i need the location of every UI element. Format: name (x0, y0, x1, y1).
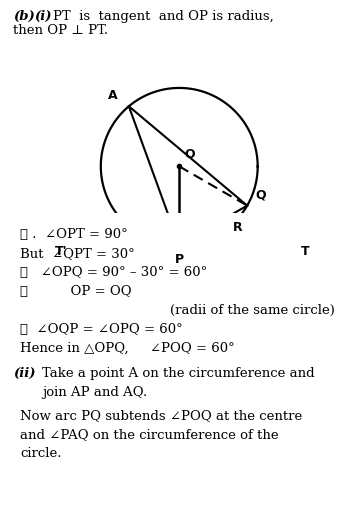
Text: ∴   ∠OPQ = 90° – 30° = 60°: ∴ ∠OPQ = 90° – 30° = 60° (20, 266, 207, 279)
Text: (ii): (ii) (13, 367, 36, 380)
Text: ∴          OP = OQ: ∴ OP = OQ (20, 285, 132, 298)
Text: T: T (300, 245, 309, 258)
Text: (radii of the same circle): (radii of the same circle) (170, 304, 335, 317)
Text: join AP and AQ.: join AP and AQ. (42, 386, 147, 399)
Text: O: O (185, 148, 195, 161)
Text: then OP ⊥ PT.: then OP ⊥ PT. (13, 24, 108, 37)
Text: But  ∠QPT = 30°: But ∠QPT = 30° (20, 247, 135, 260)
Text: A: A (108, 90, 118, 102)
Text: Now arc PQ subtends ∠POQ at the centre: Now arc PQ subtends ∠POQ at the centre (20, 409, 302, 422)
Text: PT  is  tangent  and OP is radius,: PT is tangent and OP is radius, (53, 10, 274, 23)
Text: ∴ .  ∠OPT = 90°: ∴ . ∠OPT = 90° (20, 228, 128, 241)
Text: circle.: circle. (20, 447, 61, 460)
Text: T': T' (55, 245, 68, 258)
Text: P: P (175, 252, 184, 266)
Text: Take a point A on the circumference and: Take a point A on the circumference and (42, 367, 315, 380)
Text: and ∠PAQ on the circumference of the: and ∠PAQ on the circumference of the (20, 428, 279, 441)
Text: Q: Q (255, 189, 266, 202)
Text: R: R (233, 221, 243, 235)
Text: Hence in △OPQ,     ∠POQ = 60°: Hence in △OPQ, ∠POQ = 60° (20, 342, 235, 355)
Text: (i): (i) (34, 10, 52, 23)
Text: ∴  ∠OQP = ∠OPQ = 60°: ∴ ∠OQP = ∠OPQ = 60° (20, 323, 183, 336)
Text: (b): (b) (13, 10, 35, 23)
